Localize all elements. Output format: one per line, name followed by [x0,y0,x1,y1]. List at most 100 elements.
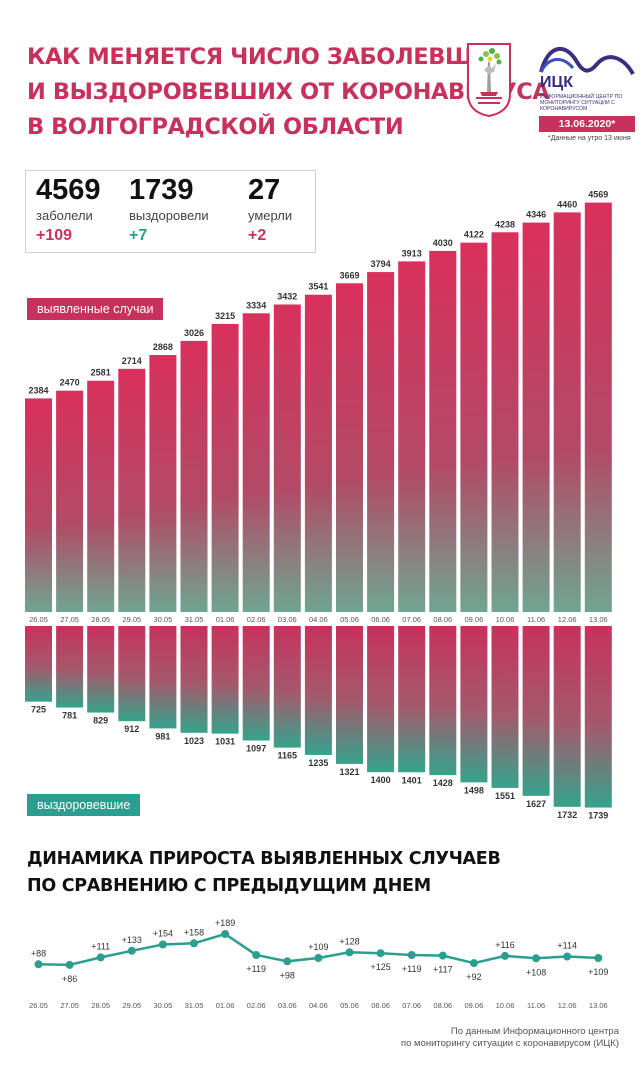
bar-recovered [398,626,426,773]
volgograd-emblem-icon [467,43,511,118]
growth-title-line: ДИНАМИКА ПРИРОСТА ВЫЯВЛЕННЫХ СЛУЧАЕВ [27,849,501,869]
x-tick-label: 29.05 [122,615,141,624]
bar-recovered-label: 912 [124,724,139,734]
bar-cases [491,232,519,612]
x-tick-label: 29.05 [122,1001,141,1010]
bar-recovered [491,626,519,788]
bar-recovered [25,626,52,702]
bar-recovered [304,626,332,755]
growth-label: +88 [31,948,46,958]
x-tick-label: 05.06 [340,1001,359,1010]
x-tick-label: 01.06 [216,1001,235,1010]
date-note: *Данные на утро 13 июня [548,135,631,142]
growth-point [96,953,105,962]
bar-cases [149,355,177,612]
growth-label: +109 [308,942,328,952]
bar-cases-label: 2384 [28,385,48,395]
cases-recovered-chart: 2384 26.05 725 2470 27.05 781 2581 28.05 829 2714… [25,190,612,820]
title-line: КАК МЕНЯЕТСЯ ЧИСЛО ЗАБОЛЕВШИХ [27,44,508,70]
x-tick-label: 06.06 [371,615,390,624]
bar-cases-label: 3334 [246,300,266,310]
x-tick-label: 31.05 [185,615,204,624]
bar-recovered [149,626,177,729]
growth-point [252,951,261,959]
bar-cases [522,222,550,613]
bar-recovered [56,626,84,708]
bar-cases [460,242,488,612]
x-tick-label: 26.05 [29,615,48,624]
stat-cases-value: 4569 [36,174,101,206]
growth-point [469,959,478,968]
bar-cases-label: 4346 [526,210,546,220]
bar-recovered-label: 1023 [184,736,204,746]
growth-label: +98 [280,970,295,980]
stat-cases-delta: +109 [36,227,73,244]
bar-cases-label: 4460 [557,199,577,209]
growth-point [221,930,230,938]
x-tick-label: 09.06 [465,615,484,624]
growth-point [283,957,292,966]
bar-recovered-label: 1428 [433,778,453,788]
bar-recovered-label: 1031 [215,737,235,747]
stat-deaths-value: 27 [248,174,281,206]
x-tick-label: 30.05 [154,615,173,624]
source-line: По данным Информационного центра [450,1026,619,1037]
x-tick-label: 08.06 [433,1001,452,1010]
stat-cases: 4569 заболели +109 [36,175,101,245]
x-tick-label: 02.06 [247,615,266,624]
stat-deaths: 27 умерли +2 [248,175,292,245]
growth-point [127,946,136,955]
x-tick-label: 11.06 [527,1001,545,1010]
bar-cases-label: 3669 [339,270,359,280]
bar-cases [398,261,426,612]
growth-label: +116 [495,940,515,950]
bar-cases-label: 2470 [60,378,80,388]
x-tick-label: 03.06 [278,615,297,624]
bar-cases-label: 4569 [588,190,608,200]
bar-cases-label: 2581 [91,368,111,378]
bar-recovered [584,626,612,808]
bar-recovered [553,626,581,807]
bar-recovered [522,626,550,796]
stat-recovered-value: 1739 [129,174,194,206]
growth-label: +109 [588,967,608,977]
x-tick-label: 10.06 [496,615,515,624]
bar-cases [273,304,301,612]
growth-label: +133 [122,935,142,945]
growth-point [407,951,416,959]
bar-cases [211,323,239,612]
bar-recovered [367,626,395,773]
page-title: КАК МЕНЯЕТСЯ ЧИСЛО ЗАБОЛЕВШИХ И ВЫЗДОРОВ… [27,40,550,145]
growth-label: +117 [433,965,453,975]
x-tick-label: 27.05 [60,615,79,624]
stat-deaths-label: умерли [248,208,293,223]
bar-recovered [460,626,488,783]
ick-description: Информационный центр по мониторингу ситу… [540,94,623,113]
stat-recovered: 1739 выздоровели +7 [129,175,209,245]
x-tick-label: 08.06 [433,615,452,624]
growth-point [532,954,541,963]
x-tick-label: 27.05 [60,1001,79,1010]
x-tick-label: 12.06 [558,1001,577,1010]
x-tick-label: 12.06 [558,615,577,624]
bar-cases-label: 3215 [215,311,235,321]
growth-label: +92 [466,972,481,982]
growth-title-line: ПО СРАВНЕНИЮ С ПРЕДЫДУЩИМ ДНЕМ [27,876,431,896]
x-tick-label: 07.06 [402,615,421,624]
growth-label: +111 [91,941,110,951]
x-tick-label: 11.06 [527,615,545,624]
bar-cases [584,202,612,612]
x-tick-label: 28.05 [91,1001,110,1010]
stat-recovered-label: выздоровели [129,208,209,223]
bar-recovered-label: 1165 [278,751,298,761]
x-tick-label: 04.06 [309,615,328,624]
bar-cases [429,250,457,613]
bar-recovered-label: 1739 [588,811,608,820]
growth-label: +108 [526,967,546,977]
x-tick-label: 06.06 [371,1001,390,1010]
x-tick-label: 03.06 [278,1001,297,1010]
growth-point [345,948,354,957]
bar-recovered-label: 1321 [339,767,359,777]
growth-line-chart: +88 26.05 +86 27.05 +111 28.05 +133 29.05 +154 30… [29,918,608,1010]
bar-recovered [336,626,363,764]
